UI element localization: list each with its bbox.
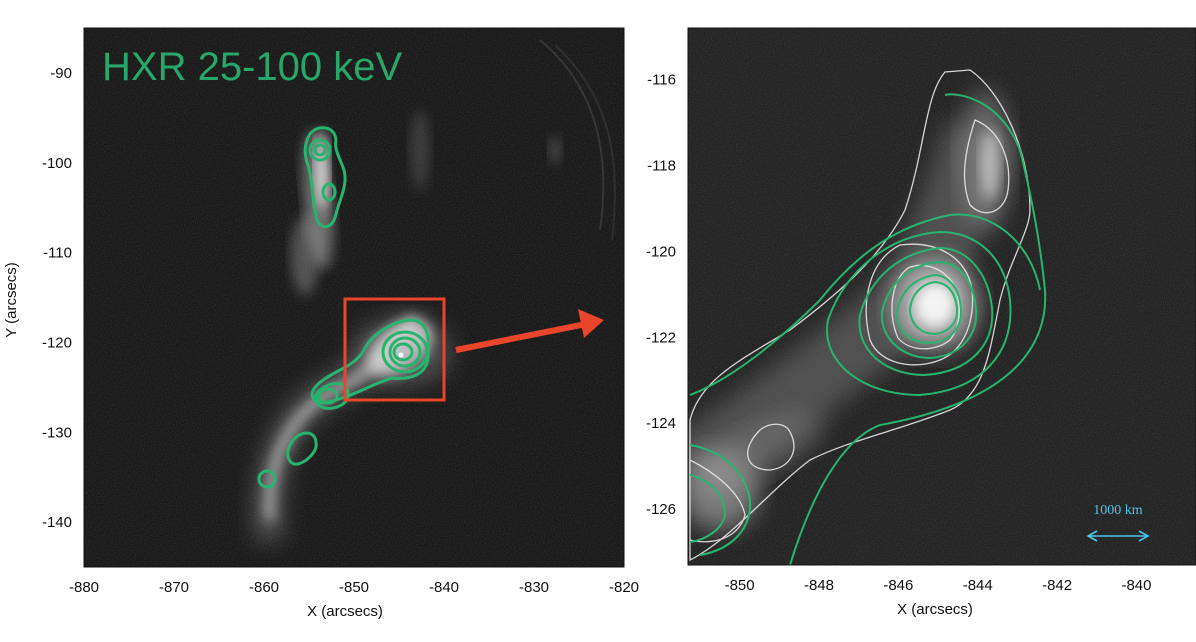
right-axes-frame <box>687 27 1196 566</box>
zoom-arrow <box>455 309 604 353</box>
right-y-tick--118: -118 <box>647 157 676 174</box>
right-y-tick--120: -120 <box>646 243 676 260</box>
left-y-tick--100: -100 <box>42 155 72 172</box>
right-x-tick--844: -844 <box>963 577 993 594</box>
right-y-tick--126: -126 <box>646 501 676 518</box>
left-y-axis-title: Y (arcsecs) <box>3 262 20 338</box>
right-x-tick-labels: -850 -848 -846 -844 -842 -840 <box>725 577 1152 594</box>
left-x-tick--870: -870 <box>159 579 189 596</box>
scale-bar-label: 1000 km <box>1093 503 1143 518</box>
left-hxr-contours <box>257 126 431 489</box>
right-y-tick-labels: -116 -118 -120 -122 -124 -126 <box>646 72 676 519</box>
right-x-tick--846: -846 <box>883 577 913 594</box>
left-y-tick--140: -140 <box>42 514 72 531</box>
left-x-tick--820: -820 <box>609 579 639 596</box>
left-panel: -880 -870 -860 -850 -840 -830 -820 -90 -100 -110… <box>3 27 639 620</box>
right-x-tick--848: -848 <box>804 577 834 594</box>
right-x-tick--840: -840 <box>1121 577 1151 594</box>
left-y-tick--130: -130 <box>42 424 72 441</box>
left-x-tick--880: -880 <box>69 579 99 596</box>
left-axes-frame <box>83 27 625 568</box>
left-x-tick--850: -850 <box>339 579 369 596</box>
inset-region-box <box>343 297 446 402</box>
right-x-tick--842: -842 <box>1042 577 1072 594</box>
right-intensity-contours <box>689 69 1031 562</box>
right-x-tick--850: -850 <box>725 577 755 594</box>
left-x-tick-labels: -880 -870 -860 -850 -840 -830 -820 <box>69 579 639 596</box>
left-y-tick-labels: -90 -100 -110 -120 -130 -140 <box>42 65 72 531</box>
left-x-axis-title: X (arcsecs) <box>307 603 383 620</box>
right-solar-image <box>688 28 1196 565</box>
left-y-tick--120: -120 <box>42 334 72 351</box>
right-x-axis-title: X (arcsecs) <box>897 601 973 618</box>
right-y-tick--116: -116 <box>647 72 676 89</box>
right-hxr-contours <box>689 93 1047 565</box>
left-x-tick--840: -840 <box>429 579 459 596</box>
right-y-tick--124: -124 <box>646 415 676 432</box>
left-x-tick--860: -860 <box>249 579 279 596</box>
right-panel: -850 -848 -846 -844 -842 -840 -116 -118 -120 -12… <box>646 27 1196 618</box>
right-y-tick--122: -122 <box>646 329 676 346</box>
left-y-tick--110: -110 <box>43 245 72 262</box>
energy-band-label: HXR 25-100 keV <box>102 45 402 89</box>
scale-bar: 1000 km <box>1086 503 1150 542</box>
left-y-tick--90: -90 <box>50 65 72 82</box>
left-x-tick--830: -830 <box>519 579 549 596</box>
